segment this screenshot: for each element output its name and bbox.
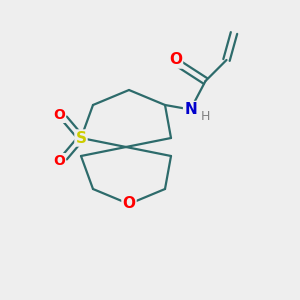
Text: H: H [201,110,210,124]
Text: O: O [169,52,182,68]
Text: O: O [122,196,136,211]
Text: N: N [184,102,197,117]
Text: O: O [53,154,65,168]
Text: O: O [53,108,65,122]
Text: S: S [76,130,86,146]
